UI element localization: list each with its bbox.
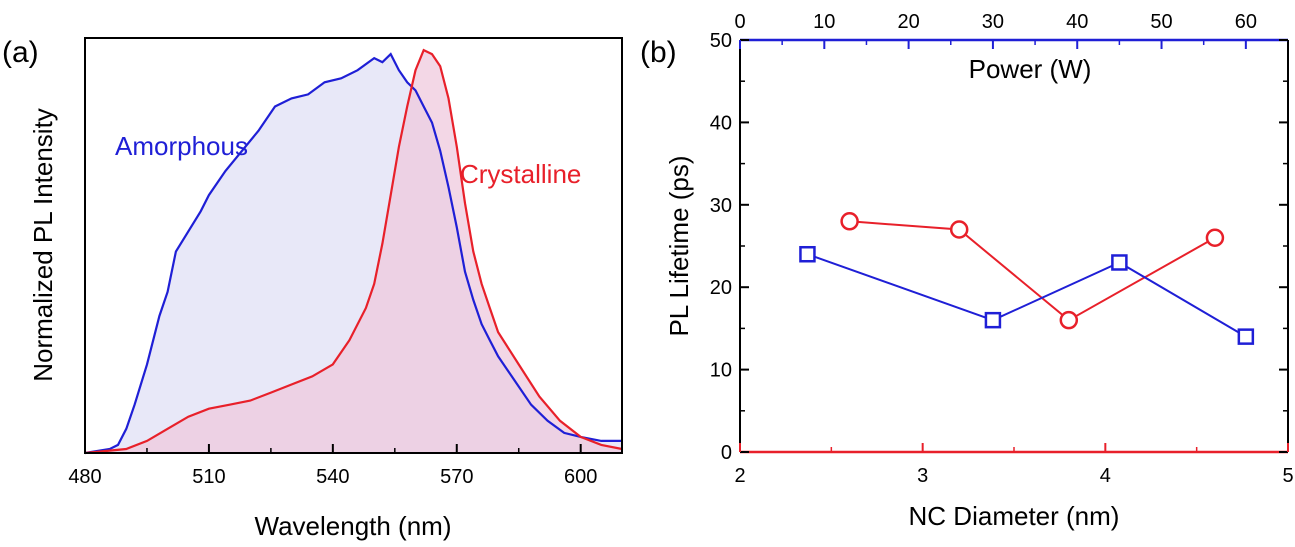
y-tick-label-0: 0 [721, 442, 732, 464]
line-amorphous [84, 52, 622, 455]
x2-tick-label-50: 50 [1150, 11, 1172, 33]
x2-tick-label-60: 60 [1235, 11, 1257, 33]
panel-a-x-axis-title: Wavelength (nm) [255, 511, 452, 541]
x-tick-label-4: 4 [1100, 465, 1111, 487]
x-tick-label-540: 540 [316, 466, 349, 488]
line-crystalline [84, 48, 623, 455]
panel-b-x-axis-title: NC Diameter (nm) [909, 501, 1120, 531]
x2-tick-label-20: 20 [897, 11, 919, 33]
x2-tick-label-0: 0 [734, 11, 745, 33]
x2-tick-label-30: 30 [982, 11, 1004, 33]
panel-a-label: (a) [2, 36, 39, 69]
x-tick-label-570: 570 [440, 466, 473, 488]
point-square-2 [1111, 254, 1128, 271]
series-label-amorphous: Amorphous [115, 131, 248, 161]
x-tick-label-600: 600 [564, 466, 597, 488]
point-square-0 [799, 245, 816, 263]
series-line-circle [849, 220, 1216, 322]
panel-a-x-ticks: 480 510 540 570 600 [68, 444, 597, 488]
panel-a-lines [84, 48, 623, 455]
x-tick-label-3: 3 [917, 465, 928, 487]
point-square-3 [1237, 328, 1255, 345]
panel-b-label: (b) [640, 36, 677, 69]
panel-b-series [799, 212, 1255, 345]
panel-a-y-axis-title: Normalized PL Intensity [28, 108, 58, 382]
panel-a: (a) 480 510 540 570 600 Wavelength (nm) Norm… [2, 36, 623, 541]
point-circle-2 [1059, 310, 1079, 330]
panel-b-x-ticks: 2 3 4 5 [734, 443, 1294, 487]
x-tick-label-510: 510 [192, 466, 225, 488]
y-tick-label-20: 20 [710, 277, 732, 299]
x-tick-label-2: 2 [734, 465, 745, 487]
panel-b-x2-ticks: 0 10 20 30 40 50 60 [734, 11, 1257, 49]
panel-a-areas [85, 50, 622, 453]
y-tick-label-30: 30 [710, 195, 732, 217]
point-square-1 [984, 311, 1002, 329]
y-tick-label-10: 10 [710, 360, 732, 382]
panel-b-y-ticks: 0 10 20 30 40 50 [710, 30, 1288, 464]
x2-tick-label-40: 40 [1066, 11, 1088, 33]
point-circle-0 [840, 212, 859, 231]
point-circle-1 [949, 220, 969, 239]
area-crystalline [85, 50, 622, 453]
panel-a-frame [84, 37, 623, 454]
point-circle-3 [1205, 228, 1225, 248]
series-line-square [807, 253, 1247, 338]
panel-b-x2-axis-title: Power (W) [969, 54, 1092, 84]
panel-b-y-axis-title: PL Lifetime (ps) [664, 155, 694, 336]
panel-b: (b) 0 10 20 30 40 50 2 3 4 5 0 10 20 30 40 50 60 NC Di… [640, 11, 1294, 531]
x2-tick-label-10: 10 [813, 11, 835, 33]
x-tick-label-5: 5 [1282, 465, 1293, 487]
panel-b-axes [739, 38, 1289, 454]
x-tick-label-480: 480 [68, 466, 101, 488]
y-tick-label-50: 50 [710, 30, 732, 52]
series-label-crystalline: Crystalline [460, 159, 581, 189]
y-tick-label-40: 40 [710, 112, 732, 134]
